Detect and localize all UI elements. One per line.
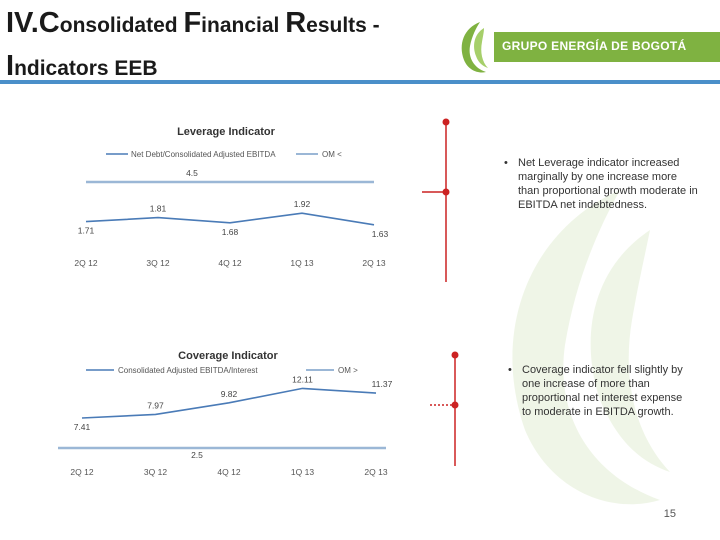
x-tick-label: 1Q 13 [290, 258, 313, 268]
bullet-marker: • [508, 364, 512, 376]
data-label: 1.92 [294, 199, 311, 209]
title-word-cap: C [38, 7, 60, 39]
chart-title: Coverage Indicator [178, 350, 278, 362]
header-accent-bar [0, 80, 720, 84]
plot-area [85, 180, 375, 226]
data-label: 7.41 [74, 422, 91, 432]
data-label: 7.97 [147, 400, 164, 410]
title-word-rest: ndicators EEB [14, 57, 158, 80]
legend-label-series-1: Net Debt/Consolidated Adjusted EBITDA [131, 150, 276, 159]
slide-header: IV.Consolidated Financial Results - Indi… [0, 0, 720, 84]
x-axis-ticks: 2Q 12 3Q 12 4Q 12 1Q 13 2Q 13 [70, 467, 387, 477]
data-labels: 7.41 7.97 9.82 12.11 11.37 2.5 [74, 374, 393, 460]
x-tick-label: 1Q 13 [291, 467, 314, 477]
title-word-cap: IV. [6, 7, 39, 39]
watermark-logo-icon [512, 190, 670, 505]
connector-dot [442, 188, 450, 196]
legend-label-series-2: OM < [322, 150, 342, 159]
logo-band [494, 32, 720, 62]
reference-line-label: 2.5 [191, 450, 203, 460]
x-tick-label: 2Q 13 [362, 258, 385, 268]
series-line [85, 212, 375, 226]
x-tick-label: 2Q 12 [70, 467, 93, 477]
series-line [81, 387, 377, 419]
data-label: 1.68 [222, 227, 239, 237]
company-logo: GRUPO ENERGÍA DE BOGOTÁ [454, 18, 720, 76]
data-labels: 1.71 1.81 1.68 1.92 1.63 4.5 [78, 168, 389, 239]
x-tick-label: 2Q 12 [74, 258, 97, 268]
data-label: 12.11 [292, 374, 313, 384]
data-label: 1.81 [150, 204, 167, 214]
title-word-rest: inancial [201, 14, 286, 37]
logo-mark-icon [461, 22, 488, 73]
page-number: 15 [663, 508, 676, 520]
legend-label-series-2: OM > [338, 366, 358, 375]
x-axis-ticks: 2Q 12 3Q 12 4Q 12 1Q 13 2Q 13 [74, 258, 385, 268]
legend-label-series-1: Consolidated Adjusted EBITDA/Interest [118, 366, 258, 375]
leverage-chart: Leverage Indicator Net Debt/Consolidated… [74, 126, 389, 268]
coverage-chart: Coverage Indicator Consolidated Adjusted… [58, 350, 393, 477]
reference-line-label: 4.5 [186, 168, 198, 178]
coverage-chart-panel: Coverage Indicator Consolidated Adjusted… [34, 336, 422, 484]
x-tick-label: 3Q 12 [146, 258, 169, 268]
x-tick-label: 2Q 13 [364, 467, 387, 477]
bullet-marker: • [504, 157, 508, 169]
connector-dot [451, 401, 459, 409]
data-label: 1.71 [78, 226, 95, 236]
title-word-cap: F [183, 7, 202, 39]
title-line-2: Indicators EEB [6, 47, 446, 90]
bullet-leverage: • Net Leverage indicator increased margi… [504, 156, 700, 212]
title-word-rest: onsolidated [59, 14, 184, 37]
bullet-text: Coverage indicator fell slightly by one … [522, 364, 683, 418]
title-word-cap: R [285, 7, 307, 39]
x-tick-label: 3Q 12 [144, 467, 167, 477]
connector-dot [442, 118, 450, 126]
x-tick-label: 4Q 12 [217, 467, 240, 477]
leverage-chart-panel: Leverage Indicator Net Debt/Consolidated… [34, 114, 422, 278]
connector-dot [451, 351, 459, 359]
data-label: 11.37 [372, 379, 393, 389]
data-label: 9.82 [221, 389, 238, 399]
bullet-coverage: • Coverage indicator fell slightly by on… [508, 363, 688, 419]
title-word-cap: I [6, 50, 15, 82]
chart-title: Leverage Indicator [177, 126, 276, 138]
title-line-1: IV.Consolidated Financial Results - [6, 4, 446, 47]
bullet-text: Net Leverage indicator increased margina… [518, 157, 698, 211]
x-tick-label: 4Q 12 [218, 258, 241, 268]
plot-area [58, 387, 386, 450]
title-word-rest: esults - [306, 14, 380, 37]
data-label: 1.63 [372, 229, 389, 239]
slide-title: IV.Consolidated Financial Results - Indi… [6, 4, 446, 90]
company-name: GRUPO ENERGÍA DE BOGOTÁ [502, 39, 687, 53]
